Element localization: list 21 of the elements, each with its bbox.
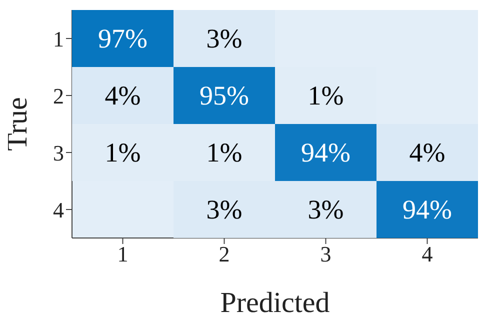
data-label: 3% <box>308 194 344 224</box>
data-label: 94% <box>301 138 350 168</box>
data-label: 1% <box>308 80 344 110</box>
x-axis-title: Predicted <box>220 287 330 319</box>
x-tick-label: 4 <box>422 242 433 267</box>
data-label: 3% <box>206 24 242 54</box>
y-tick-label: 3 <box>53 140 64 166</box>
data-label: 1% <box>104 138 141 168</box>
y-tick-label: 1 <box>53 26 64 52</box>
data-label: 97% <box>98 24 148 54</box>
data-label: 94% <box>402 194 452 224</box>
x-tick-label: 2 <box>218 242 230 267</box>
data-label: 95% <box>200 80 249 110</box>
x-tick-label: 3 <box>320 242 332 267</box>
data-label: 3% <box>206 194 242 224</box>
y-tick-label: 4 <box>53 197 64 222</box>
y-tick-label: 2 <box>53 83 64 108</box>
data-label: 4% <box>409 138 446 168</box>
x-tick-label: 1 <box>117 242 128 267</box>
data-label: 1% <box>206 138 242 168</box>
data-label: 4% <box>104 80 141 110</box>
